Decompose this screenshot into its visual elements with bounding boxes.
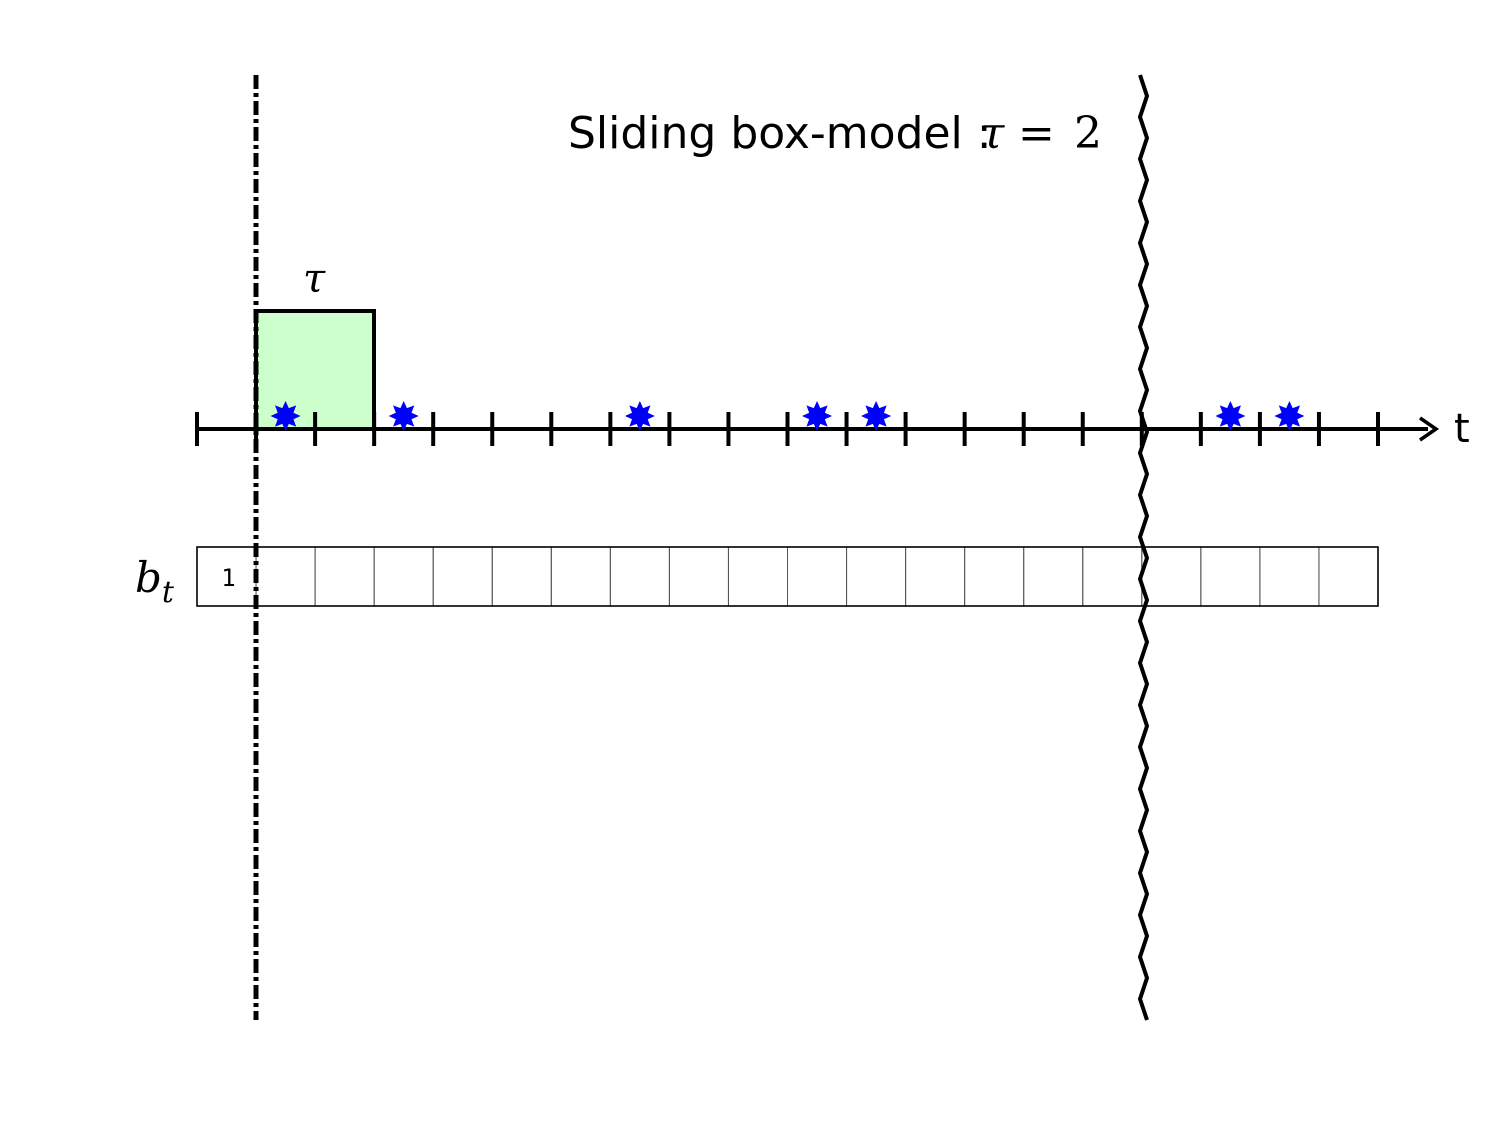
bt-cell [727, 546, 789, 607]
bt-cell [1318, 546, 1379, 607]
bt-cell [964, 546, 1025, 607]
bt-cell [1082, 546, 1143, 607]
axis-ticks [195, 412, 1380, 446]
sliding-box: τ [254, 256, 376, 431]
time-axis: t [195, 406, 1470, 452]
bt-cell [491, 546, 552, 607]
event-star-icon [388, 401, 419, 431]
title-symbol: τ [980, 108, 1005, 159]
bt-cell-value: 1 [221, 564, 235, 592]
bt-cell [1023, 546, 1084, 607]
bt-cell [550, 546, 611, 607]
sliding-box-rect [254, 309, 376, 431]
axis-label-t: t [1454, 406, 1470, 452]
bt-cell [1200, 546, 1261, 607]
box-tau-label: τ [303, 256, 326, 302]
event-star-icon [802, 401, 833, 431]
bt-cell [609, 546, 670, 607]
bt-cell [1259, 546, 1320, 607]
event-star-icon [1215, 401, 1246, 431]
event-star-icon [1274, 401, 1305, 431]
event-star-icon [624, 401, 655, 431]
bt-cell [846, 546, 907, 607]
bt-cell [432, 546, 493, 607]
row-label: bt [135, 553, 175, 610]
title-prefix: Sliding box-model : [568, 108, 992, 159]
break-zigzag-line [1137, 74, 1150, 1021]
row-label-subscript: t [162, 575, 175, 610]
bt-cells: 1 [196, 546, 1379, 607]
diagram-title: Sliding box-model : τ = 2 [568, 108, 1102, 159]
title-equals: = [1018, 108, 1055, 159]
event-star-icon [861, 401, 892, 431]
event-markers [270, 401, 1305, 431]
bt-cell [373, 546, 434, 607]
bt-cell [905, 546, 966, 607]
bt-cell [314, 546, 375, 607]
bt-row: bt 1 [135, 546, 1379, 610]
event-star-icon [270, 401, 301, 431]
title-value: 2 [1074, 108, 1102, 159]
axis-arrow-icon [1419, 416, 1440, 442]
row-label-main: b [135, 553, 162, 602]
bt-cell [787, 546, 848, 607]
bt-cell [255, 546, 316, 607]
bt-row-border [196, 546, 1379, 607]
bt-cell [1141, 546, 1202, 607]
bt-cell [668, 546, 729, 607]
